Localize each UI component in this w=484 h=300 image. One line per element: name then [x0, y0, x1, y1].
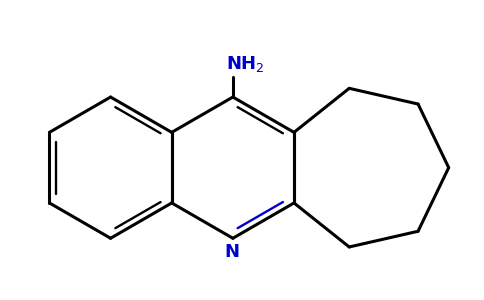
Text: NH$_2$: NH$_2$ — [227, 54, 265, 74]
Text: N: N — [224, 243, 239, 261]
